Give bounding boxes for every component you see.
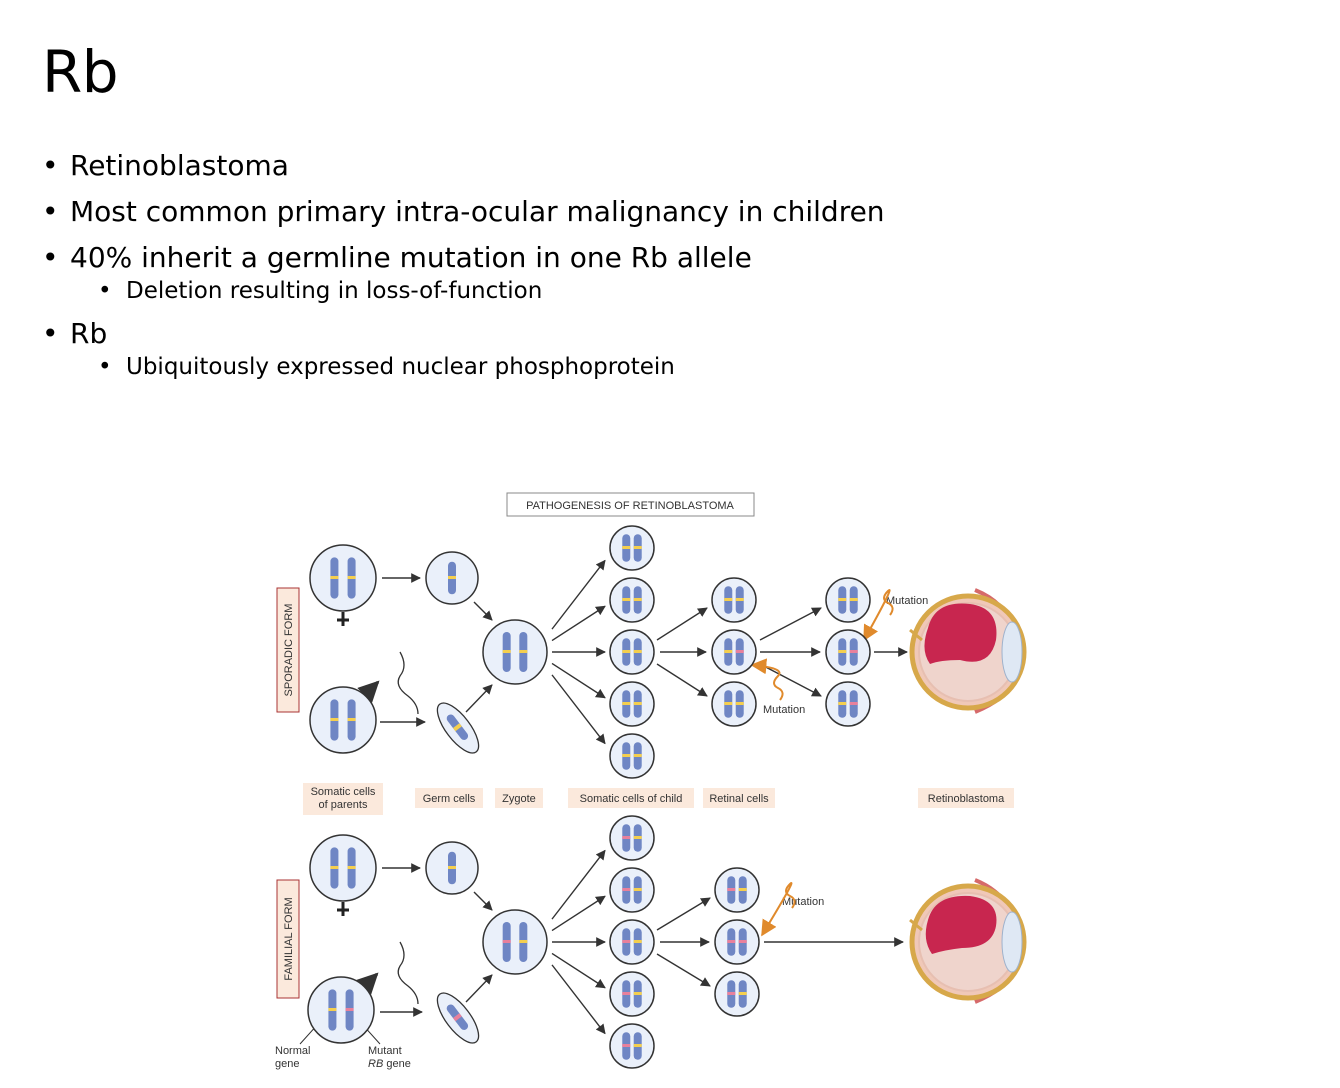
eye-retinoblastoma-sporadic-icon: [910, 590, 1024, 712]
sporadic-form-label: SPORADIC FORM: [277, 588, 299, 712]
svg-text:Germ cells: Germ cells: [423, 793, 476, 805]
mutation-squiggle-arrow: [762, 883, 795, 935]
retinal-cell-familial: [715, 920, 759, 964]
flow-arrow: [466, 685, 492, 712]
retinal-cell: [712, 578, 756, 622]
somatic-cell-child-familial: [610, 920, 654, 964]
retinal-cell-familial: [715, 972, 759, 1016]
germ-cell-egg-familial: [426, 842, 478, 894]
flow-arrow: [552, 965, 605, 1034]
somatic-cell-child-familial: [610, 972, 654, 1016]
somatic-cell-child-familial: [610, 1024, 654, 1068]
flow-arrow: [466, 975, 492, 1002]
svg-text:PATHOGENESIS OF RETINOBLASTOMA: PATHOGENESIS OF RETINOBLASTOMA: [526, 500, 734, 512]
parent-somatic-cell-male-familial: [308, 977, 374, 1043]
somatic-cell-child-familial: [610, 816, 654, 860]
diagram-heading: PATHOGENESIS OF RETINOBLASTOMA: [507, 493, 754, 516]
familial-form-label: FAMILIAL FORM: [277, 880, 299, 998]
somatic-cell-child: [610, 682, 654, 726]
parent-somatic-cell-female-familial: [310, 835, 376, 901]
flow-arrow: [657, 898, 710, 930]
somatic-cell-child: [610, 630, 654, 674]
flow-arrow: [552, 896, 605, 930]
retinal-cell-second-hit: [826, 630, 870, 674]
parent-somatic-cell-female: [310, 545, 376, 611]
svg-text:gene: gene: [275, 1058, 299, 1070]
svg-text:RB gene: RB gene: [368, 1058, 411, 1070]
flow-arrow: [657, 608, 707, 640]
svg-text:Mutant: Mutant: [368, 1045, 402, 1057]
female-symbol-icon-familial: [337, 902, 349, 916]
svg-text:of parents: of parents: [319, 799, 368, 811]
flow-arrow: [552, 560, 605, 629]
mutation-label-familial: Mutation: [782, 896, 824, 908]
somatic-cell-child: [610, 578, 654, 622]
flow-arrow: [474, 892, 492, 910]
zygote-cell-familial: [483, 910, 547, 974]
germ-cell-egg: [426, 552, 478, 604]
svg-text:Somatic cells of child: Somatic cells of child: [580, 793, 683, 805]
stage-labels: Somatic cells of parents Germ cells Zygo…: [303, 783, 1014, 815]
flow-arrow: [657, 954, 710, 986]
somatic-cell-child: [610, 734, 654, 778]
svg-text:Retinal cells: Retinal cells: [709, 793, 769, 805]
female-symbol-icon: [337, 612, 349, 626]
retinal-cell-second-hit: [826, 578, 870, 622]
parent-somatic-cell-male: [310, 687, 376, 753]
eye-retinoblastoma-familial-icon: [910, 880, 1024, 1002]
retinal-cell: [712, 682, 756, 726]
retinal-cell-second-hit: [826, 682, 870, 726]
svg-text:SPORADIC FORM: SPORADIC FORM: [283, 604, 295, 697]
flow-arrow: [552, 675, 605, 744]
flow-arrow: [760, 608, 821, 640]
somatic-cell-child: [610, 526, 654, 570]
svg-text:Zygote: Zygote: [502, 793, 536, 805]
retinal-cell-familial: [715, 868, 759, 912]
zygote-cell: [483, 620, 547, 684]
flow-arrow: [760, 664, 821, 696]
svg-text:Retinoblastoma: Retinoblastoma: [928, 793, 1005, 805]
male-symbol-icon: [364, 682, 378, 696]
svg-text:Normal: Normal: [275, 1045, 310, 1057]
mutation-label-sporadic-2: Mutation: [763, 704, 805, 716]
somatic-cell-child-familial: [610, 868, 654, 912]
flow-arrow: [657, 664, 707, 696]
flow-arrow: [552, 850, 605, 919]
flow-arrow: [474, 602, 492, 620]
flow-arrow: [552, 606, 605, 640]
svg-text:Somatic cells: Somatic cells: [311, 786, 376, 798]
flow-arrow: [552, 663, 605, 697]
flow-arrow: [552, 953, 605, 987]
male-symbol-icon-familial: [363, 974, 377, 988]
retinal-cell: [712, 630, 756, 674]
mutation-squiggle-arrow: [752, 665, 783, 700]
svg-text:FAMILIAL FORM: FAMILIAL FORM: [283, 897, 295, 980]
